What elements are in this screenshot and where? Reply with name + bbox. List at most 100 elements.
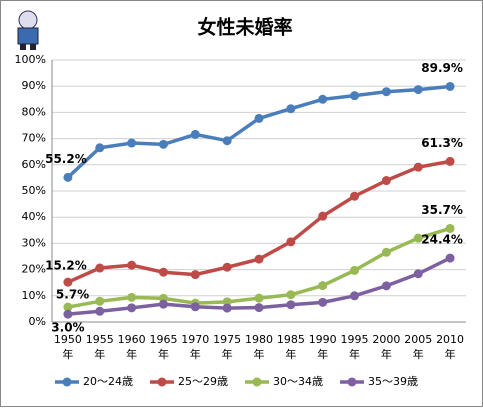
data-point xyxy=(127,260,137,270)
data-label: 35.7% xyxy=(421,203,463,217)
data-point xyxy=(350,191,360,201)
data-point xyxy=(318,211,328,221)
data-point xyxy=(318,281,328,291)
y-tick-label: 30% xyxy=(22,236,46,249)
x-tick-year: 2010 xyxy=(436,333,464,346)
data-point xyxy=(286,300,296,310)
x-tick-label: 1970 年 xyxy=(181,333,209,361)
data-point xyxy=(413,269,423,279)
x-tick-unit: 年 xyxy=(126,347,137,361)
data-point xyxy=(445,223,455,233)
x-tick-label: 2010 年 xyxy=(436,333,464,361)
data-point xyxy=(381,247,391,257)
legend-marker xyxy=(252,377,262,387)
x-tick-unit: 年 xyxy=(254,347,265,361)
legend-label: 35～39歳 xyxy=(368,375,418,388)
x-tick-unit: 年 xyxy=(190,347,201,361)
data-point xyxy=(445,81,455,91)
y-tick-label: 80% xyxy=(22,105,46,118)
x-tick-year: 1975 xyxy=(213,333,241,346)
data-point xyxy=(190,129,200,139)
x-tick-label: 1985 年 xyxy=(277,333,305,361)
legend-marker xyxy=(157,377,167,387)
data-point xyxy=(127,138,137,148)
y-tick-label: 0% xyxy=(29,315,46,328)
x-tick-unit: 年 xyxy=(94,347,105,361)
data-point xyxy=(95,296,105,306)
data-point xyxy=(190,302,200,312)
x-tick-label: 1995 年 xyxy=(341,333,369,361)
data-point xyxy=(286,237,296,247)
data-point xyxy=(158,299,168,309)
mascot xyxy=(17,10,39,50)
x-tick-unit: 年 xyxy=(317,347,328,361)
data-point xyxy=(445,156,455,166)
x-tick-label: 1955 年 xyxy=(86,333,114,361)
y-tick-label: 100% xyxy=(15,53,46,66)
data-point xyxy=(158,267,168,277)
x-tick-year: 2005 xyxy=(404,333,432,346)
data-point xyxy=(254,293,264,303)
y-tick-label: 70% xyxy=(22,132,46,145)
data-label: 15.2% xyxy=(45,259,87,273)
x-tick-year: 1950 xyxy=(54,333,82,346)
data-point xyxy=(63,309,73,319)
data-point xyxy=(190,270,200,280)
legend-marker xyxy=(62,377,72,387)
x-tick-label: 1965 年 xyxy=(149,333,177,361)
data-point xyxy=(318,297,328,307)
x-tick-label: 1975 年 xyxy=(213,333,241,361)
y-tick-label: 50% xyxy=(22,184,46,197)
chart-title: 女性未婚率 xyxy=(197,16,292,39)
data-point xyxy=(222,136,232,146)
x-tick-unit: 年 xyxy=(413,347,424,361)
x-tick-label: 2000 年 xyxy=(372,333,400,361)
data-point xyxy=(222,303,232,313)
data-point xyxy=(286,104,296,114)
data-point xyxy=(254,303,264,313)
legend-label: 30～34歳 xyxy=(273,375,323,388)
data-point xyxy=(222,297,232,307)
data-point xyxy=(381,176,391,186)
data-point xyxy=(95,263,105,273)
data-point xyxy=(254,254,264,264)
x-tick-unit: 年 xyxy=(445,347,456,361)
x-tick-year: 1985 xyxy=(277,333,305,346)
y-tick-label: 10% xyxy=(22,289,46,302)
data-point xyxy=(350,91,360,101)
data-point xyxy=(254,113,264,123)
data-point xyxy=(445,253,455,263)
x-tick-label: 1990 年 xyxy=(309,333,337,361)
x-tick-year: 1955 xyxy=(86,333,114,346)
data-label: 55.2% xyxy=(45,152,87,166)
legend-marker xyxy=(347,377,357,387)
data-point xyxy=(286,290,296,300)
y-tick-label: 40% xyxy=(22,210,46,223)
x-tick-unit: 年 xyxy=(62,347,73,361)
data-point xyxy=(413,162,423,172)
x-tick-label: 1950 年 xyxy=(54,333,82,361)
data-label: 24.4% xyxy=(421,233,463,247)
data-point xyxy=(381,281,391,291)
x-tick-unit: 年 xyxy=(222,347,233,361)
y-tick-label: 60% xyxy=(22,158,46,171)
data-point xyxy=(63,277,73,287)
data-point xyxy=(318,94,328,104)
x-tick-year: 1970 xyxy=(181,333,209,346)
x-tick-year: 1995 xyxy=(341,333,369,346)
data-label: 5.7% xyxy=(56,288,89,302)
y-tick-label: 20% xyxy=(22,263,46,276)
x-tick-unit: 年 xyxy=(158,347,169,361)
data-label: 89.9% xyxy=(421,61,463,75)
x-tick-unit: 年 xyxy=(381,347,392,361)
data-point xyxy=(63,302,73,312)
y-tick-label: 90% xyxy=(22,79,46,92)
x-tick-unit: 年 xyxy=(349,347,360,361)
data-point xyxy=(63,172,73,182)
data-label: 3.0% xyxy=(51,321,84,335)
x-tick-label: 2005 年 xyxy=(404,333,432,361)
data-point xyxy=(158,139,168,149)
data-point xyxy=(127,292,137,302)
data-point xyxy=(413,85,423,95)
